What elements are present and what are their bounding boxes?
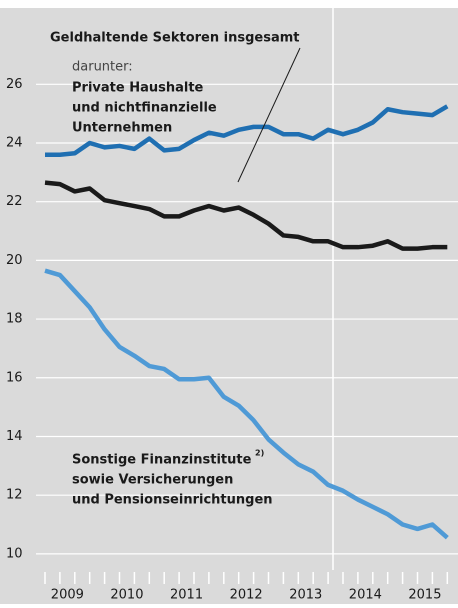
- x-tick-label: 2015: [408, 588, 441, 603]
- x-tick-label: 2010: [110, 588, 143, 603]
- y-tick-label: 20: [6, 253, 23, 268]
- x-tick-label: 2011: [170, 588, 203, 603]
- series-line: [44, 180, 448, 251]
- grid: [36, 83, 458, 584]
- series-line: [44, 268, 449, 540]
- annotation: Unternehmen: [72, 121, 172, 136]
- x-tick-label: 2013: [289, 588, 322, 603]
- y-tick-label: 18: [6, 312, 23, 327]
- annotation: darunter:: [72, 60, 133, 75]
- annotation: und nichtfinanzielle: [72, 101, 217, 116]
- annotation: sowie Versicherungen: [72, 473, 233, 488]
- plot-background: [0, 8, 458, 604]
- y-tick-label: 16: [6, 370, 23, 385]
- y-tick-label: 24: [6, 135, 23, 150]
- annotation: und Pensionseinrichtungen: [72, 493, 273, 508]
- series-line: [45, 104, 449, 157]
- annotation: Geldhaltende Sektoren insgesamt: [50, 31, 300, 46]
- x-tick-label: 2009: [51, 588, 84, 603]
- y-tick-label: 14: [6, 429, 23, 444]
- annotation: Sonstige Finanzinstitute: [72, 453, 252, 468]
- x-tick-label: 2012: [230, 588, 263, 603]
- y-tick-label: 22: [6, 194, 23, 209]
- y-tick-label: 12: [6, 488, 23, 503]
- annotation: Private Haushalte: [72, 81, 204, 96]
- y-tick-label: 10: [6, 546, 23, 561]
- y-tick-label: 26: [6, 77, 23, 92]
- footnote-mark: 2): [255, 449, 264, 458]
- series: [44, 104, 449, 540]
- x-tick-label: 2014: [349, 588, 382, 603]
- pointer: [237, 47, 301, 183]
